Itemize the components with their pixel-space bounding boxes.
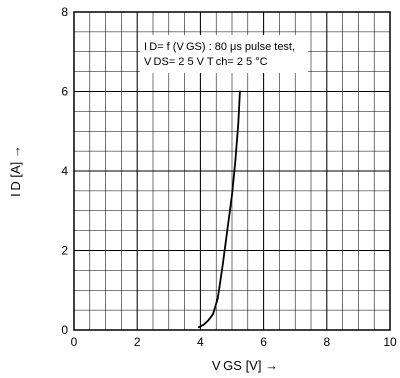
- annotation: I D= f (V GS) : 80 μs pulse test, V DS= …: [140, 35, 308, 73]
- series-line-1: [197, 90, 241, 329]
- data-point: [202, 324, 205, 326]
- series-layer: [197, 90, 241, 329]
- data-point: [212, 313, 214, 315]
- major-grid: [74, 12, 390, 330]
- data-point: [198, 326, 200, 328]
- y-tick-label: 0: [61, 323, 68, 337]
- data-point: [207, 319, 209, 322]
- annotation-line-1: I D= f (V GS) : 80 μs pulse test,: [144, 41, 295, 53]
- x-tick-label: 0: [71, 335, 78, 349]
- data-point: [231, 194, 233, 196]
- y-axis-title: I D [A] →: [8, 145, 23, 197]
- annotation-box: [140, 35, 308, 73]
- y-tick-label: 8: [61, 5, 68, 19]
- x-tick-label: 10: [383, 335, 397, 349]
- x-tick-label: 6: [260, 335, 267, 349]
- data-point: [221, 265, 224, 267]
- data-point: [237, 122, 239, 124]
- y-tick-label: 4: [61, 164, 68, 178]
- x-tick-label: 4: [197, 335, 204, 349]
- x-axis-title: V GS [V] →: [212, 358, 278, 373]
- data-point: [226, 230, 228, 232]
- x-tick-label: 2: [134, 335, 141, 349]
- annotation-line-2: V DS= 2 5 V T ch= 2 5 °C: [144, 56, 268, 68]
- tick-labels: 0 2 4 6 8 10 0 2 4 6 8: [61, 5, 397, 349]
- x-tick-label: 8: [323, 335, 330, 349]
- data-point: [239, 90, 241, 93]
- data-point: [234, 162, 236, 164]
- data-point: [217, 297, 219, 299]
- y-tick-label: 6: [61, 85, 68, 99]
- plot-border: [73, 11, 391, 331]
- y-tick-label: 2: [61, 244, 68, 258]
